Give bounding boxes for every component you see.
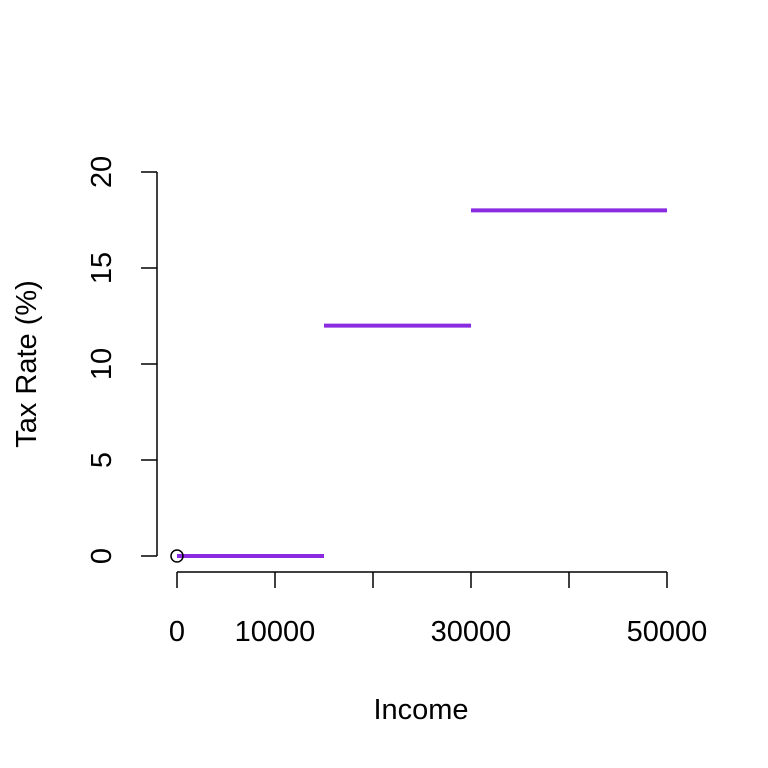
x-axis-label: Income — [373, 694, 468, 726]
plot-area — [170, 208, 667, 563]
data-point-marker — [170, 549, 184, 563]
x-tick-label: 10000 — [235, 616, 316, 648]
x-tick-label: 0 — [169, 616, 185, 648]
y-tick-label: 15 — [86, 252, 118, 284]
y-tick-label: 20 — [86, 156, 118, 188]
y-axis: 0 5 10 15 20 — [86, 156, 158, 564]
y-axis-label: Tax Rate (%) — [11, 280, 43, 448]
y-tick-label: 0 — [86, 548, 118, 564]
y-tick-label: 10 — [86, 348, 118, 380]
y-tick-label: 5 — [86, 452, 118, 468]
x-axis: 0 10000 30000 50000 — [169, 571, 708, 648]
x-tick-label: 30000 — [431, 616, 512, 648]
x-tick-label: 50000 — [627, 616, 708, 648]
